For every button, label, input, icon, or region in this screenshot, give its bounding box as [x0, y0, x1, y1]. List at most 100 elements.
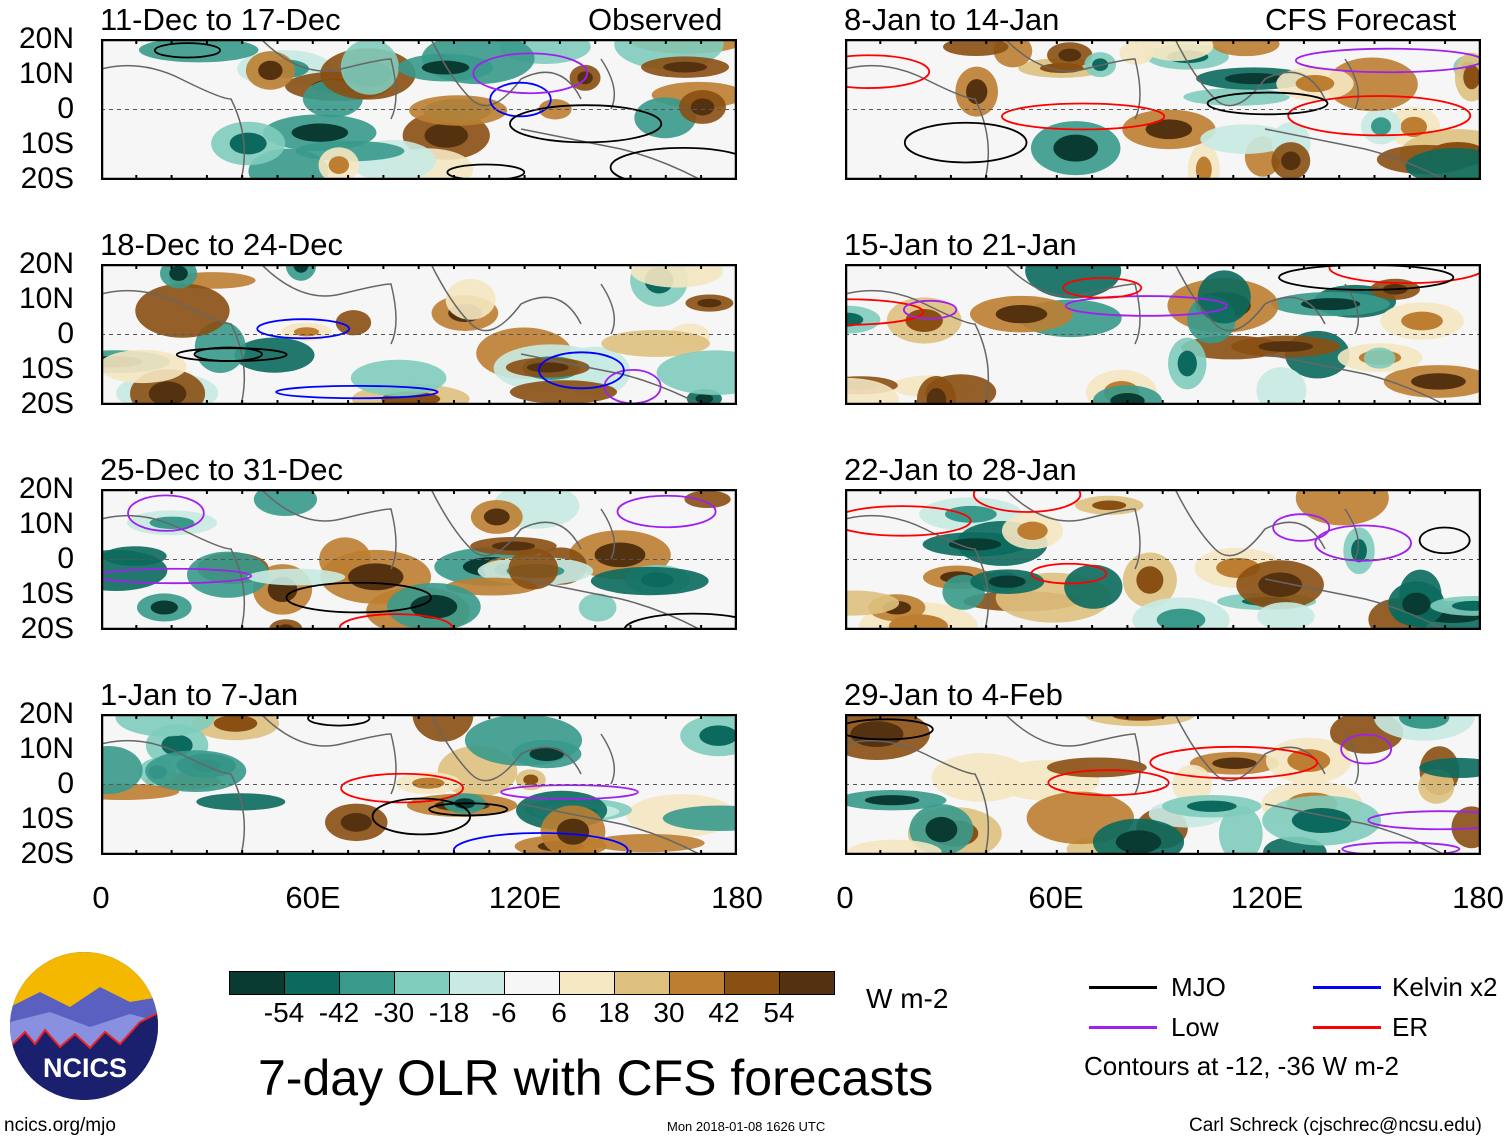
olr-anomaly — [966, 79, 988, 105]
colorbar-label: 30 — [653, 997, 685, 1028]
colorbar-label: -6 — [491, 997, 517, 1028]
olr-anomaly — [697, 298, 722, 308]
panel-title: 15-Jan to 21-Jan — [844, 227, 1077, 262]
olr-anomaly — [508, 548, 559, 590]
olr-anomaly — [145, 750, 247, 792]
colorbar — [229, 971, 835, 995]
wave-contour — [1340, 733, 1393, 765]
wave-contour — [256, 318, 351, 340]
colorbar-label: -42 — [318, 997, 360, 1028]
olr-anomaly — [590, 566, 709, 596]
y-tick: 0 — [57, 542, 74, 575]
olr-anomaly — [149, 516, 195, 530]
olr-anomaly — [247, 568, 346, 586]
olr-anomaly — [847, 839, 942, 855]
wave-contour — [1064, 295, 1228, 317]
wave-contour — [307, 714, 371, 727]
olr-anomaly — [1092, 500, 1127, 511]
olr-map — [101, 39, 737, 180]
olr-anomaly — [1186, 800, 1237, 812]
olr-anomaly — [421, 60, 470, 75]
y-tick: 10S — [20, 352, 74, 385]
olr-anomaly — [662, 805, 737, 832]
olr-anomaly — [845, 378, 900, 405]
olr-map-panel — [101, 489, 737, 630]
olr-anomaly — [340, 39, 399, 95]
x-tick: 180 — [711, 880, 763, 915]
olr-anomaly — [1258, 341, 1313, 352]
x-tick: 120E — [488, 880, 562, 915]
olr-anomaly — [1418, 768, 1455, 804]
olr-anomaly — [350, 359, 447, 397]
coastline — [845, 264, 1446, 405]
olr-anomaly — [102, 546, 167, 566]
wave-contour — [609, 146, 737, 180]
olr-anomaly — [340, 812, 372, 832]
olr-anomaly — [529, 746, 565, 762]
y-tick: 10N — [18, 507, 74, 540]
olr-anomaly — [335, 310, 372, 336]
wave-contour — [845, 54, 931, 89]
colorbar-swatch — [780, 972, 834, 994]
colorbar-label: 42 — [708, 997, 740, 1028]
olr-map-panel — [845, 39, 1481, 180]
olr-anomaly — [1200, 124, 1291, 154]
y-tick: 20S — [20, 837, 74, 870]
olr-map — [845, 264, 1481, 405]
colorbar-swatch — [725, 972, 780, 994]
legend-er-line — [1313, 1026, 1381, 1029]
olr-anomaly — [1145, 119, 1193, 140]
olr-anomaly — [1140, 39, 1214, 61]
y-tick: 20S — [20, 387, 74, 420]
y-tick: 10N — [18, 732, 74, 765]
olr-anomaly — [1058, 48, 1082, 62]
wave-contour — [472, 52, 589, 95]
legend-mjo: MJO — [1171, 972, 1226, 1002]
wave-contour — [175, 347, 288, 363]
wave-contour — [538, 351, 625, 390]
olr-anomaly — [101, 745, 143, 794]
y-tick: 10S — [20, 577, 74, 610]
wave-contour — [1287, 95, 1472, 137]
panel-title: 8-Jan to 14-Jan — [844, 2, 1060, 37]
olr-map-panel — [845, 264, 1481, 405]
olr-anomaly — [945, 505, 997, 523]
wave-contour — [1367, 810, 1481, 831]
observed-header: Observed — [588, 2, 723, 37]
colorbar-swatch — [615, 972, 670, 994]
wave-contour — [509, 104, 663, 144]
olr-anomaly — [409, 95, 508, 126]
coastline — [845, 489, 1446, 630]
wave-contour — [153, 42, 221, 59]
wave-contour — [1062, 277, 1143, 299]
olr-anomaly — [578, 593, 617, 622]
panel-title: 25-Dec to 31-Dec — [100, 452, 343, 487]
colorbar-swatch — [230, 972, 285, 994]
olr-anomaly — [1301, 298, 1361, 311]
footer-url[interactable]: ncics.org/mjo — [4, 1115, 116, 1136]
y-tick: 10S — [20, 127, 74, 160]
y-tick: 10S — [20, 802, 74, 835]
panel-title: 18-Dec to 24-Dec — [100, 227, 343, 262]
olr-anomaly — [845, 590, 900, 616]
wave-contour — [616, 494, 717, 529]
wave-contour — [902, 299, 958, 320]
colorbar-label: 54 — [763, 997, 795, 1028]
legend-kelvin: Kelvin x2 — [1392, 972, 1498, 1002]
coastline — [101, 714, 702, 855]
olr-anomaly — [1351, 539, 1367, 563]
x-tick: 60E — [1028, 880, 1084, 915]
olr-anomaly — [538, 99, 572, 120]
ncics-logo: NCICS — [10, 952, 158, 1100]
olr-anomaly — [1400, 116, 1428, 138]
olr-anomaly — [483, 508, 510, 526]
footer-author: Carl Schreck (cjschrec@ncsu.edu) — [1189, 1115, 1482, 1136]
y-tick: 10N — [18, 282, 74, 315]
wave-contour — [1328, 264, 1481, 284]
olr-map-panel — [101, 39, 737, 180]
colorbar-units: W m-2 — [866, 983, 949, 1014]
olr-anomaly — [995, 304, 1048, 324]
olr-anomaly — [115, 714, 215, 737]
colorbar-label: 6 — [551, 997, 567, 1028]
olr-anomaly — [1064, 564, 1123, 609]
